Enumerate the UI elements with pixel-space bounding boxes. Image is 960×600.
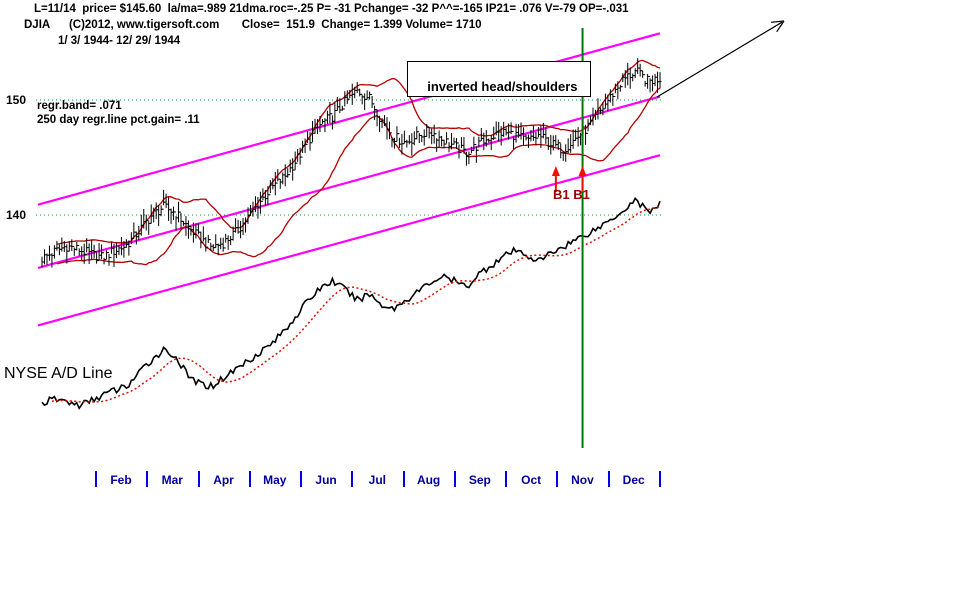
month-tick <box>556 471 559 487</box>
month-label: Jun <box>315 473 337 487</box>
month-tick <box>248 471 251 487</box>
month-label: Mar <box>161 473 183 487</box>
month-tick <box>197 471 200 487</box>
month-tick <box>95 471 97 487</box>
month-tick <box>607 471 610 487</box>
month-axis: Feb Mar Apr May Jun Jul Aug Sep Oct Nov Dec <box>0 471 960 493</box>
header-date-range: 1/ 3/ 1944- 12/ 29/ 1944 <box>58 35 181 47</box>
month-label: Feb <box>110 473 132 487</box>
month-label: Aug <box>416 473 441 487</box>
month-tick <box>300 471 303 487</box>
month-label: Nov <box>571 473 594 487</box>
y-axis-label-140: 140 <box>6 208 27 222</box>
month-label: Jul <box>368 473 387 487</box>
month-tick <box>453 471 456 487</box>
month-label: Sep <box>468 473 491 487</box>
month-tick <box>402 471 405 487</box>
month-tick <box>505 471 508 487</box>
month-label: Dec <box>622 473 645 487</box>
regr-band-note: regr.band= .071 <box>37 100 122 112</box>
ad-line-label: NYSE A/D Line <box>4 365 113 382</box>
buy-signal-label: B1 B1 <box>553 187 590 202</box>
month-label: Apr <box>213 473 234 487</box>
regr-line-note: 250 day regr.line pct.gain= .11 <box>37 114 200 126</box>
month-label: May <box>263 473 287 487</box>
y-axis-label-150: 150 <box>6 93 27 107</box>
header-symbol-line: DJIA (C)2012, www.tigersoft.com Close= 1… <box>24 19 482 31</box>
pattern-annotation-label: inverted head/shoulders <box>427 79 578 94</box>
month-tick <box>146 471 149 487</box>
pattern-annotation-box: inverted head/shoulders <box>407 61 591 97</box>
month-tick <box>658 471 661 487</box>
month-tick <box>351 471 354 487</box>
month-label: Oct <box>521 473 542 487</box>
header-indicator-stats: L=11/14 price= $145.60 la/ma=.989 21dma.… <box>34 3 629 15</box>
